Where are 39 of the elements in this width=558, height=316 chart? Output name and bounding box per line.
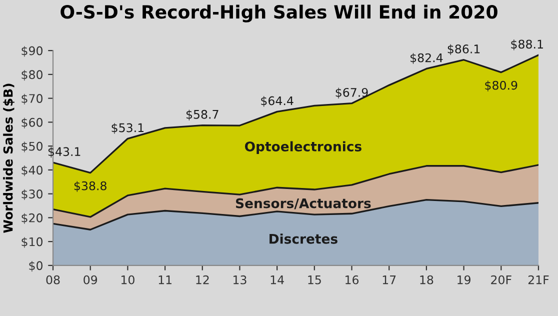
total-label: $58.7 [186,110,218,120]
y-tick-label: $30 [22,189,43,200]
x-tick-label: 21F [528,275,549,284]
total-label: $67.9 [336,88,368,98]
y-tick-label: $70 [22,94,43,105]
x-tick-label: 10 [121,275,134,284]
x-tick-label: 15 [308,276,321,284]
x-tick-label: 09 [84,275,98,284]
y-axis-title: Worldwide Sales ($B) [3,84,14,233]
x-tick-label: 19 [458,275,470,284]
chart-title: O-S-D's Record-High Sales Will End in 2020 [60,4,498,22]
x-tick-label: 11 [158,276,172,284]
total-label: $80.9 [485,80,518,92]
y-tick-label: $90 [22,46,43,57]
x-tick-label: 17 [382,276,396,284]
total-label: $64.4 [261,96,294,107]
x-tick-label: 13 [234,275,246,284]
series-label: Optoelectronics [244,141,362,154]
x-tick-label: 18 [420,275,434,284]
x-tick-label: 12 [196,275,209,284]
x-tick-label: 20F [491,275,512,284]
y-tick-label: $60 [22,118,43,128]
x-tick-label: 08 [46,275,60,284]
x-tick-label: 16 [346,275,359,284]
y-tick-label: $40 [22,165,43,176]
y-tick-label: $20 [22,213,43,224]
y-tick-label: $80 [22,70,43,81]
x-tick-label: 14 [270,276,284,284]
y-tick-label: $50 [22,142,43,152]
total-label: $82.4 [410,53,443,64]
y-tick-label: $10 [22,237,43,248]
total-label: $43.1 [48,146,80,158]
series-label: Sensors/Actuators [236,198,371,210]
total-label: $88.1 [511,40,543,50]
total-label: $38.8 [74,181,106,192]
y-tick-label: $0 [29,260,43,272]
total-label: $86.1 [448,44,480,55]
series-label: Discretes [270,234,338,244]
total-label: $53.1 [112,123,144,134]
